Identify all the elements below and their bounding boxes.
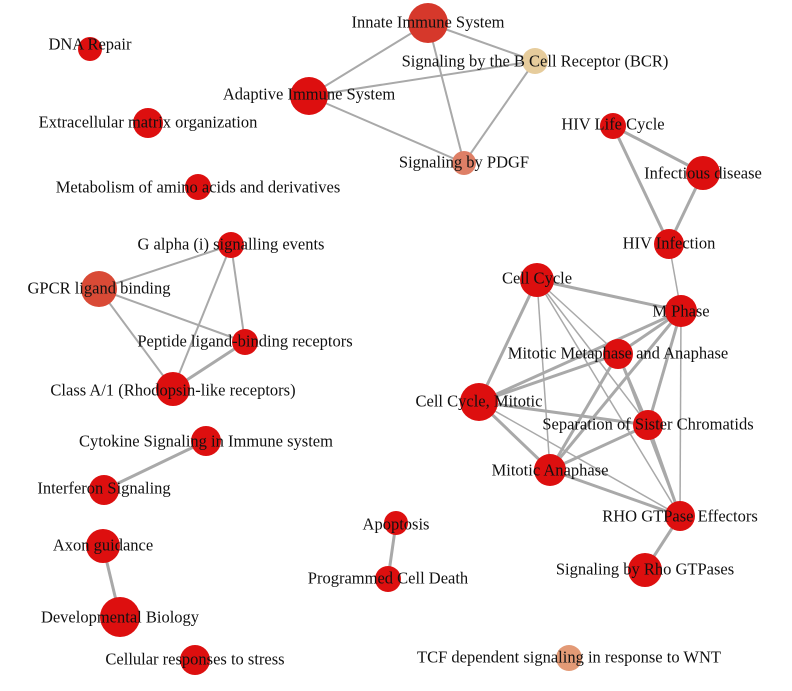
edge-gpcr-ligand-binding--peptide-ligand-binding [98,288,246,343]
edge-separation-sister-chromatids--mitotic-anaphase [549,423,649,472]
node-extracellular-matrix[interactable] [133,108,163,138]
node-label-adaptive-immune-system: Adaptive Immune System [223,85,395,104]
node-label-gpcr-ligand-binding: GPCR ligand binding [27,279,170,298]
node-signaling-rho-gtpases[interactable] [628,553,662,587]
edge-gpcr-ligand-binding--class-a1 [98,288,174,390]
node-label-hiv-infection: HIV Infection [623,234,716,253]
node-label-cell-cycle-mitotic: Cell Cycle, Mitotic [416,392,543,411]
edge-innate-immune-system--adaptive-immune-system [308,22,429,97]
node-label-cellular-responses-stress: Cellular responses to stress [105,650,284,669]
edge-signaling-bcr--signaling-pdgf [463,60,536,164]
node-cellular-responses-stress[interactable] [180,645,210,675]
edge-separation-sister-chromatids--rho-gtpase-effectors [646,424,682,517]
node-label-programmed-cell-death: Programmed Cell Death [308,569,469,588]
edge-g-alpha-i--class-a1 [172,244,232,390]
edge-mitotic-anaphase--rho-gtpase-effectors [549,468,681,518]
node-label-innate-immune-system: Innate Immune System [351,13,504,32]
edge-mitotic-metaphase-anaphase--mitotic-anaphase [548,353,620,471]
node-signaling-bcr[interactable] [522,48,548,74]
node-label-signaling-rho-gtpases: Signaling by Rho GTPases [556,560,734,579]
edge-m-phase--rho-gtpase-effectors [679,310,682,517]
edge-innate-immune-system--signaling-pdgf [427,22,465,164]
node-peptide-ligand-binding[interactable] [232,329,258,355]
node-mitotic-anaphase[interactable] [534,454,566,486]
node-separation-sister-chromatids[interactable] [633,410,663,440]
edge-m-phase--mitotic-anaphase [548,310,683,471]
node-innate-immune-system[interactable] [408,3,448,43]
node-rho-gtpase-effectors[interactable] [665,501,695,531]
node-layer [78,3,720,675]
node-mitotic-metaphase-anaphase[interactable] [603,339,633,369]
node-label-peptide-ligand-binding: Peptide ligand-binding receptors [137,332,352,351]
node-label-developmental-biology: Developmental Biology [41,608,200,627]
edge-m-phase--cell-cycle-mitotic [478,309,682,404]
label-layer: DNA Repair Innate Immune System Signaling … [27,13,761,669]
edge-cell-cycle-mitotic--separation-sister-chromatids [478,400,649,427]
edge-m-phase--separation-sister-chromatids [646,310,683,426]
edge-cell-cycle--mitotic-metaphase-anaphase [536,279,619,355]
edge-cell-cycle--mitotic-anaphase [536,279,551,471]
node-label-m-phase: M Phase [652,302,709,321]
node-label-axon-guidance: Axon guidance [53,536,153,555]
node-label-class-a1: Class A/1 (Rhodopsin-like receptors) [50,381,295,400]
node-label-rho-gtpase-effectors: RHO GTPase Effectors [602,507,758,526]
edge-cytokine-signaling--interferon-signaling [103,439,207,492]
edge-cell-cycle-mitotic--rho-gtpase-effectors [478,401,681,517]
node-programmed-cell-death[interactable] [375,566,401,592]
edge-gpcr-ligand-binding--g-alpha-i [98,244,232,290]
node-label-metabolism-amino-acids: Metabolism of amino acids and derivative… [56,178,341,197]
node-label-extracellular-matrix: Extracellular matrix organization [39,113,258,132]
edge-mitotic-metaphase-anaphase--cell-cycle-mitotic [478,352,619,404]
node-tcf-signaling-wnt[interactable] [556,645,582,671]
node-label-cell-cycle: Cell Cycle [502,269,572,288]
node-cell-cycle[interactable] [520,263,554,297]
node-label-mitotic-anaphase: Mitotic Anaphase [492,461,609,480]
node-label-tcf-signaling-wnt: TCF dependent signaling in response to W… [417,648,721,667]
edge-cell-cycle--cell-cycle-mitotic [477,279,539,403]
node-label-mitotic-metaphase-anaphase: Mitotic Metaphase and Anaphase [508,344,728,363]
edge-adaptive-immune-system--signaling-pdgf [308,95,465,164]
node-adaptive-immune-system[interactable] [290,77,328,115]
node-m-phase[interactable] [665,295,697,327]
node-label-cytokine-signaling: Cytokine Signaling in Immune system [79,432,333,451]
node-apoptosis[interactable] [384,511,408,535]
node-label-dna-repair: DNA Repair [49,35,132,54]
edge-adaptive-immune-system--signaling-bcr [308,60,536,97]
node-interferon-signaling[interactable] [89,475,119,505]
node-label-separation-sister-chromatids: Separation of Sister Chromatids [542,415,753,434]
node-label-apoptosis: Apoptosis [363,515,430,534]
node-signaling-pdgf[interactable] [452,151,476,175]
node-cytokine-signaling[interactable] [191,426,221,456]
node-gpcr-ligand-binding[interactable] [81,271,117,307]
edge-cell-cycle--m-phase [536,278,682,313]
node-label-g-alpha-i: G alpha (i) signalling events [138,235,325,254]
edge-g-alpha-i--peptide-ligand-binding [230,244,246,343]
node-label-signaling-bcr: Signaling by the B Cell Receptor (BCR) [402,52,669,71]
node-infectious-disease[interactable] [686,156,720,190]
node-cell-cycle-mitotic[interactable] [460,383,498,421]
node-label-signaling-pdgf: Signaling by PDGF [399,153,529,172]
node-axon-guidance[interactable] [86,529,120,563]
node-hiv-life-cycle[interactable] [600,113,626,139]
node-label-hiv-life-cycle: HIV Life Cycle [561,115,664,134]
node-developmental-biology[interactable] [100,597,140,637]
node-g-alpha-i[interactable] [218,232,244,258]
edge-hiv-life-cycle--hiv-infection [611,125,671,245]
node-hiv-infection[interactable] [654,229,684,259]
node-metabolism-amino-acids[interactable] [185,174,211,200]
node-label-interferon-signaling: Interferon Signaling [37,479,170,498]
node-class-a1[interactable] [156,372,190,406]
node-dna-repair[interactable] [78,37,102,61]
node-label-infectious-disease: Infectious disease [644,164,762,183]
